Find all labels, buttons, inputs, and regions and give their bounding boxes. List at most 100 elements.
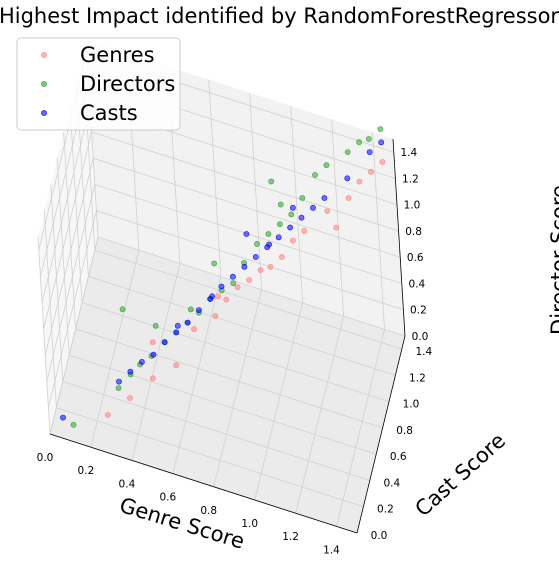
point-directors — [312, 172, 318, 178]
point-genres — [345, 195, 352, 201]
point-genres — [246, 277, 253, 283]
axes-ticks: 0.0 0.2 0.4 0.6 0.8 1.0 1.2 1.4 0.0 0.2 0.4 0.6 0.8 1… — [37, 147, 433, 556]
point-directors — [323, 162, 330, 169]
point-casts — [266, 241, 272, 248]
point-genres — [289, 237, 296, 244]
point-directors — [365, 136, 372, 142]
point-directors — [288, 211, 295, 218]
point-casts — [229, 273, 236, 280]
point-casts — [150, 351, 157, 358]
z-tick-label: 1.0 — [404, 200, 421, 212]
point-casts — [116, 378, 122, 385]
point-directors — [70, 421, 77, 428]
z-tick-label: 0.4 — [408, 279, 425, 291]
legend-marker-directors — [41, 81, 47, 87]
y-axis-label: Cast Score — [411, 428, 510, 521]
left-pane — [38, 40, 98, 434]
legend-label-directors: Directors — [80, 72, 175, 96]
point-genres — [278, 254, 285, 260]
point-casts — [161, 339, 168, 346]
legend: Genres Directors Casts — [16, 37, 181, 131]
point-casts — [218, 283, 225, 290]
point-casts — [252, 254, 259, 260]
point-directors — [299, 195, 306, 201]
point-directors — [211, 260, 217, 267]
point-genres — [215, 293, 221, 300]
y-axis-line — [356, 335, 406, 534]
z-tick-label: 0.8 — [405, 226, 422, 238]
point-genres — [379, 159, 386, 165]
point-casts — [310, 204, 316, 211]
y-tick-label: 0.8 — [396, 425, 413, 437]
chart-title: Highest Impact identified by RandomFores… — [0, 4, 559, 28]
point-genres — [267, 263, 274, 270]
point-genres — [234, 284, 241, 291]
point-genres — [324, 208, 331, 214]
x-gridline — [295, 119, 345, 514]
point-casts — [195, 307, 202, 313]
point-casts — [184, 319, 191, 326]
point-genres — [367, 168, 374, 175]
x-tick-label: 0.6 — [159, 492, 176, 504]
y-gridline — [76, 79, 396, 376]
legend-marker-casts — [41, 110, 47, 116]
point-genres — [223, 296, 230, 303]
point-genres — [333, 224, 340, 231]
point-genres — [104, 412, 111, 418]
y-tick-label: 1.0 — [403, 399, 420, 411]
z-tick-label: 1.4 — [400, 147, 417, 159]
x-gridline — [336, 132, 385, 527]
x-tick-label: 0.0 — [37, 452, 54, 464]
point-casts — [289, 204, 296, 211]
y-tick-label: 0.4 — [383, 478, 400, 490]
point-casts — [287, 224, 293, 231]
z-axis-line — [392, 138, 406, 337]
x-tick-label: 1.0 — [241, 518, 258, 530]
point-directors — [187, 306, 194, 313]
point-casts — [243, 231, 250, 237]
x-tick-label: 1.4 — [323, 544, 340, 556]
point-directors — [276, 221, 283, 228]
point-casts — [209, 293, 215, 300]
legend-label-casts: Casts — [80, 101, 138, 125]
point-casts — [344, 175, 351, 182]
point-genres — [301, 227, 308, 234]
legend-label-genres: Genres — [80, 43, 155, 67]
x-tick-label: 1.2 — [282, 531, 299, 543]
point-casts — [138, 358, 145, 365]
point-casts — [60, 414, 66, 421]
z-axis-label: Director Score — [547, 185, 559, 335]
point-directors — [344, 149, 351, 155]
point-directors — [115, 385, 122, 391]
point-genres — [257, 267, 264, 273]
point-genres — [212, 313, 219, 319]
point-casts — [321, 195, 328, 201]
point-casts — [173, 329, 180, 336]
y-tick-label: 1.2 — [409, 372, 426, 384]
point-directors — [254, 240, 260, 247]
point-genres — [356, 178, 363, 185]
point-directors — [356, 139, 362, 146]
point-genres — [149, 339, 156, 346]
x-tick-label: 0.4 — [119, 478, 136, 490]
point-genres — [191, 326, 197, 332]
point-directors — [119, 306, 126, 313]
point-genres — [149, 375, 156, 382]
point-directors — [152, 322, 159, 329]
point-casts — [378, 139, 385, 146]
point-directors — [265, 231, 272, 237]
legend-marker-genres — [41, 52, 47, 58]
floor-pane — [50, 237, 405, 533]
point-genres — [173, 362, 180, 369]
point-directors — [277, 201, 284, 208]
point-directors — [230, 280, 237, 287]
point-casts — [366, 149, 373, 155]
y-tick-label: 0.2 — [377, 504, 394, 516]
point-casts — [298, 214, 305, 221]
z-tick-label: 1.2 — [402, 173, 419, 185]
point-casts — [174, 322, 181, 329]
x-tick-label: 0.2 — [78, 465, 95, 477]
point-directors — [268, 178, 275, 185]
axes-grid — [37, 39, 406, 534]
